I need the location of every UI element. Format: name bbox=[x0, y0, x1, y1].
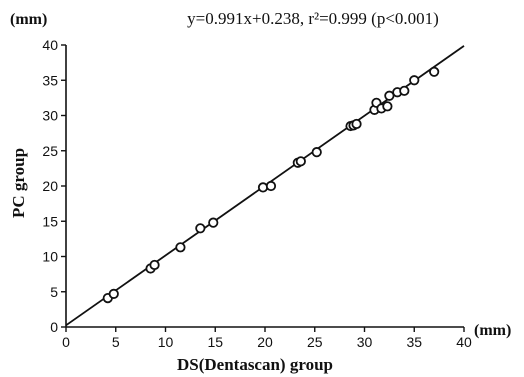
data-point bbox=[311, 147, 322, 158]
x-tick-label: 25 bbox=[307, 334, 323, 350]
data-point bbox=[265, 180, 277, 192]
y-axis-title: PC group bbox=[9, 148, 28, 218]
y-tick-label: 20 bbox=[42, 178, 58, 194]
y-tick-label: 35 bbox=[42, 72, 58, 88]
data-point bbox=[295, 156, 306, 167]
y-tick-label: 40 bbox=[42, 37, 58, 53]
plot-area: 0 5 10 15 20 25 30 35 40 0 5 10 15 20 25 30 35 40 bbox=[42, 37, 472, 350]
y-tick-label: 5 bbox=[50, 284, 58, 300]
y-unit-label: (mm) bbox=[10, 11, 47, 28]
x-tick-label: 5 bbox=[112, 334, 120, 350]
data-point bbox=[399, 85, 410, 96]
data-point bbox=[257, 182, 269, 193]
x-tick-label: 20 bbox=[257, 334, 273, 350]
x-tick-label: 0 bbox=[62, 334, 70, 350]
data-point bbox=[384, 90, 395, 101]
data-point bbox=[208, 217, 219, 228]
data-point bbox=[409, 75, 420, 86]
x-tick-label: 35 bbox=[406, 334, 422, 350]
data-point bbox=[429, 66, 440, 77]
x-axis-title: DS(Dentascan) group bbox=[177, 355, 333, 374]
y-tick-label: 25 bbox=[42, 143, 58, 159]
data-point bbox=[351, 118, 362, 130]
data-point bbox=[175, 242, 186, 253]
x-tick-label: 30 bbox=[357, 334, 373, 350]
data-point bbox=[108, 288, 119, 299]
y-tick-label: 15 bbox=[42, 213, 58, 229]
x-tick-label: 10 bbox=[158, 334, 174, 350]
y-tick-label: 10 bbox=[42, 249, 58, 265]
data-point bbox=[149, 259, 160, 271]
y-tick-label: 0 bbox=[50, 319, 58, 335]
x-tick-label: 40 bbox=[456, 334, 472, 350]
x-unit-label: (mm) bbox=[474, 322, 511, 339]
data-point bbox=[195, 223, 206, 234]
x-tick-label: 15 bbox=[207, 334, 223, 350]
chart-equation: y=0.991x+0.238, r²=0.999 (p<0.001) bbox=[187, 9, 439, 28]
y-tick-label: 30 bbox=[42, 108, 58, 124]
data-point bbox=[382, 101, 393, 112]
